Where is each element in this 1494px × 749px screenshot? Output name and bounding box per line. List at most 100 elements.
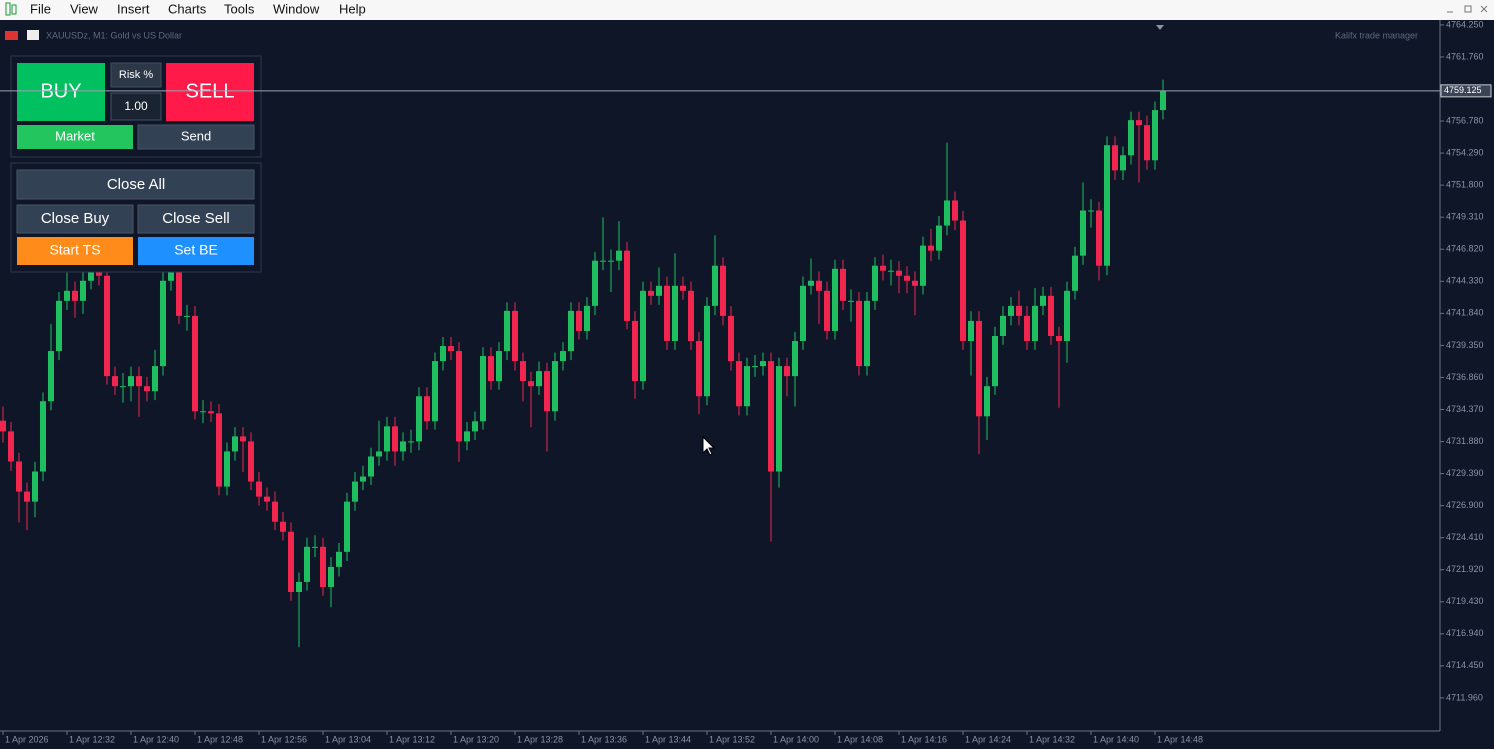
- y-tick-label: 4736.860: [1446, 372, 1484, 382]
- candle-body: [832, 268, 838, 331]
- candle-body: [760, 361, 766, 367]
- candle-body: [536, 371, 542, 387]
- x-tick-label: 1 Apr 12:40: [133, 734, 179, 744]
- candle-body: [80, 280, 86, 301]
- candle-body: [184, 315, 190, 317]
- candle-body: [736, 361, 742, 407]
- candle-body: [800, 285, 806, 342]
- candle-body: [640, 290, 646, 382]
- restore[interactable]: [1464, 5, 1472, 13]
- candle-body: [408, 441, 414, 443]
- candle-body: [192, 315, 198, 412]
- candle-body: [176, 270, 182, 316]
- candle-body: [1144, 125, 1150, 161]
- candle-body: [1104, 145, 1110, 266]
- candle-body: [384, 426, 390, 452]
- candle-body: [1000, 315, 1006, 336]
- shift-marker: [1156, 25, 1164, 30]
- candle-body: [1088, 210, 1094, 212]
- candle-body: [1128, 120, 1134, 156]
- buy-button[interactable]: [17, 63, 105, 121]
- candle-body: [1160, 90, 1166, 111]
- candle-body: [616, 250, 622, 261]
- candle-body: [96, 270, 102, 276]
- x-tick-label: 1 Apr 12:32: [69, 734, 115, 744]
- y-tick-label: 4754.290: [1446, 147, 1484, 157]
- candle-body: [440, 346, 446, 362]
- sell-button[interactable]: [166, 63, 254, 121]
- menu-item[interactable]: Tools: [224, 1, 255, 16]
- candle-body: [848, 300, 854, 302]
- risk-label: Risk %: [119, 69, 153, 81]
- close-sell-label: Close Sell: [162, 210, 230, 227]
- candle-body: [952, 200, 958, 221]
- candle-body: [24, 491, 30, 502]
- candle-body: [1056, 335, 1062, 342]
- candle-body: [592, 260, 598, 306]
- market-button[interactable]: [17, 125, 133, 149]
- x-tick-label: 1 Apr 13:12: [389, 734, 435, 744]
- x-tick-label: 1 Apr 14:08: [837, 734, 883, 744]
- start-ts-button[interactable]: [17, 237, 133, 265]
- close-sell-button[interactable]: [137, 204, 255, 234]
- candle-body: [920, 245, 926, 286]
- candle-body: [152, 366, 158, 392]
- candle-body: [88, 270, 94, 281]
- candle-body: [336, 551, 342, 567]
- menu-item[interactable]: Help: [339, 1, 366, 16]
- set-be-label: Set BE: [174, 242, 218, 258]
- candle-body: [1008, 305, 1014, 316]
- candle-body: [1096, 210, 1102, 266]
- candle-body: [840, 268, 846, 301]
- x-tick-label: 1 Apr 14:16: [901, 734, 947, 744]
- indicator-label: Kalifx trade manager: [1335, 30, 1418, 40]
- y-tick-label: 4751.800: [1446, 180, 1484, 190]
- candle-body: [48, 351, 54, 402]
- candle-body: [224, 451, 230, 487]
- close-all-button[interactable]: [16, 169, 255, 200]
- candle-body: [160, 280, 166, 367]
- x-tick-label: 1 Apr 14:24: [965, 734, 1011, 744]
- x-tick-label: 1 Apr 13:36: [581, 734, 627, 744]
- menu-item[interactable]: Insert: [117, 1, 150, 16]
- menu-item[interactable]: View: [70, 1, 99, 16]
- trade-panel: BUY Risk % 1.00 SELL Market Send Close A…: [10, 55, 262, 273]
- candle-body: [240, 436, 246, 442]
- candle-body: [16, 461, 22, 492]
- candle-body: [400, 441, 406, 452]
- candle-body: [464, 431, 470, 442]
- candle-body: [824, 290, 830, 331]
- set-be-button[interactable]: [138, 237, 254, 265]
- candle-body: [416, 396, 422, 442]
- candle-body: [168, 270, 174, 281]
- candle-body: [32, 471, 38, 502]
- candle-body: [696, 341, 702, 397]
- y-tick-label: 4716.940: [1446, 628, 1484, 638]
- y-tick-label: 4746.820: [1446, 244, 1484, 254]
- close[interactable]: [1480, 5, 1488, 13]
- candle-body: [144, 386, 150, 392]
- menu-item[interactable]: Window: [273, 1, 320, 16]
- candle-body: [0, 420, 6, 432]
- candle-body: [912, 280, 918, 286]
- candle-body: [896, 270, 902, 276]
- risk-input[interactable]: [110, 92, 162, 121]
- send-button[interactable]: [137, 124, 255, 150]
- candle-body: [584, 305, 590, 331]
- menu-item[interactable]: Charts: [168, 1, 207, 16]
- candle-body: [8, 431, 14, 462]
- y-tick-label: 4734.370: [1446, 404, 1484, 414]
- candle-body: [376, 451, 382, 457]
- candle-body: [488, 356, 494, 382]
- y-tick-label: 4744.330: [1446, 276, 1484, 286]
- candle-body: [928, 245, 934, 251]
- close-buy-button[interactable]: [16, 204, 134, 234]
- candle-body: [552, 361, 558, 412]
- x-tick-label: 1 Apr 12:48: [197, 734, 243, 744]
- x-tick-label: 1 Apr 13:28: [517, 734, 563, 744]
- y-tick-label: 4761.760: [1446, 51, 1484, 61]
- risk-label-box: [110, 62, 162, 88]
- candle-body: [328, 566, 334, 587]
- menu-item[interactable]: File: [30, 1, 51, 16]
